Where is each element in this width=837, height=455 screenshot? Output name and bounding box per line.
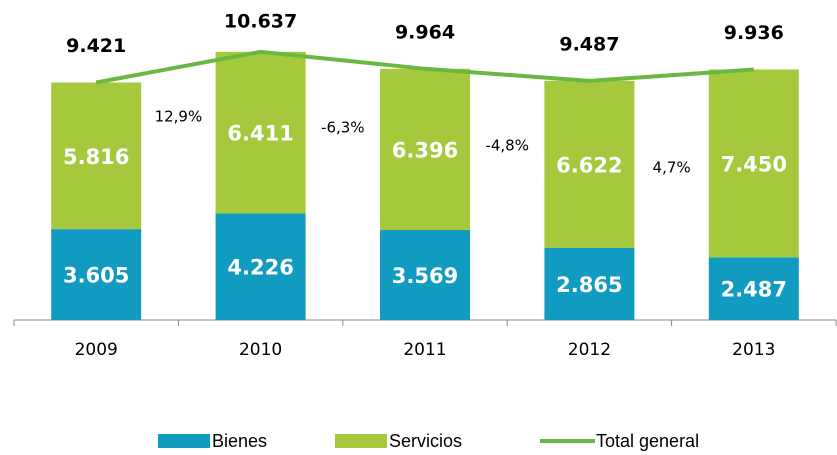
total-label: 9.964	[395, 21, 455, 43]
bar-label: 6.622	[556, 153, 622, 177]
total-label: 9.487	[559, 33, 619, 55]
growth-label: 12,9%	[155, 108, 203, 126]
bar-segment	[708, 69, 799, 258]
x-tick-label: 2010	[239, 340, 282, 360]
bar-segment	[544, 247, 635, 320]
bar-label: 7.450	[721, 152, 787, 176]
legend-swatch	[335, 434, 387, 448]
bar-segment	[215, 213, 306, 320]
legend-swatch	[158, 434, 210, 448]
growth-label: -6,3%	[321, 119, 365, 137]
total-label: 9.421	[66, 35, 126, 57]
x-tick-label: 2013	[732, 340, 775, 360]
total-label: 9.936	[724, 22, 784, 44]
legend-label: Servicios	[389, 431, 462, 451]
bar-label: 6.411	[227, 122, 293, 146]
bar-label: 4.226	[227, 256, 293, 280]
bar-label: 2.487	[721, 278, 787, 302]
legend-label: Total general	[596, 431, 699, 451]
bar-label: 3.569	[392, 264, 458, 288]
bar-label: 5.816	[63, 145, 129, 169]
bar-segment	[708, 257, 799, 320]
bar-label: 6.396	[392, 138, 458, 162]
growth-label: 4,7%	[653, 159, 691, 177]
x-tick-label: 2011	[403, 340, 446, 360]
total-label: 10.637	[224, 11, 297, 33]
legend-label: Bienes	[212, 431, 267, 451]
x-tick-label: 2012	[568, 340, 611, 360]
bar-segment	[51, 82, 142, 230]
bar-label: 2.865	[556, 273, 622, 297]
bar-segment	[51, 229, 142, 320]
x-tick-label: 2009	[75, 340, 118, 360]
bar-segment	[380, 68, 470, 231]
bar-segment	[544, 80, 635, 248]
bar-segment	[380, 230, 470, 320]
bar-label: 3.605	[63, 264, 129, 288]
growth-label: -4,8%	[485, 137, 529, 155]
bar-segment	[215, 51, 306, 214]
total-line	[95, 49, 754, 85]
